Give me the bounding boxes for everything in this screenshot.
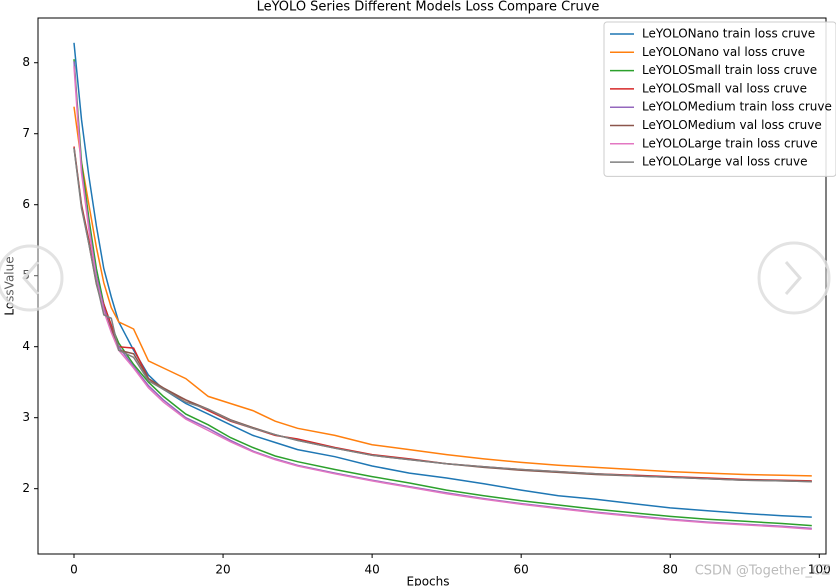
legend-label: LeYOLOSmall train loss cruve xyxy=(642,63,817,77)
series-line xyxy=(73,147,812,483)
y-tick-label: 6 xyxy=(22,197,30,211)
legend-label: LeYOLONano train loss cruve xyxy=(642,27,815,41)
x-tick-label: 60 xyxy=(514,563,529,577)
legend-box xyxy=(603,21,836,177)
legend-label: LeYOLONano val loss cruve xyxy=(642,45,805,59)
y-tick-label: 3 xyxy=(22,410,30,424)
y-tick-label: 7 xyxy=(22,126,30,140)
legend-label: LeYOLOSmall val loss cruve xyxy=(642,81,807,95)
prev-arrow xyxy=(22,261,40,295)
series-line xyxy=(73,147,812,483)
y-tick-label: 4 xyxy=(22,339,30,353)
x-tick-label: 0 xyxy=(70,563,78,577)
axes-frame xyxy=(37,17,827,555)
series-line xyxy=(73,146,812,482)
legend-label: LeYOLOMedium val loss cruve xyxy=(642,118,822,132)
legend-label: LeYOLOMedium train loss cruve xyxy=(642,100,832,114)
series-line xyxy=(73,106,812,477)
x-tick-label: 80 xyxy=(663,563,678,577)
watermark: CSDN @Together_CZ xyxy=(695,564,830,579)
plot: 0204060801002345678LeYOLONano train loss… xyxy=(22,21,836,577)
next-button[interactable] xyxy=(757,241,831,315)
next-arrow xyxy=(784,261,802,295)
y-tick-label: 2 xyxy=(22,481,30,495)
series-line xyxy=(73,66,812,530)
x-tick-label: 100 xyxy=(808,563,831,577)
x-tick-label: 40 xyxy=(364,563,379,577)
legend-label: LeYOLOLarge val loss cruve xyxy=(642,155,807,169)
legend-label: LeYOLOLarge train loss cruve xyxy=(642,136,818,150)
prev-button[interactable] xyxy=(0,244,64,312)
y-tick-label: 8 xyxy=(22,55,30,69)
x-axis-label: Epochs xyxy=(407,575,450,586)
chart-title: LeYOLO Series Different Models Loss Comp… xyxy=(257,0,600,15)
series-line xyxy=(73,42,812,518)
x-tick-label: 20 xyxy=(215,563,230,577)
